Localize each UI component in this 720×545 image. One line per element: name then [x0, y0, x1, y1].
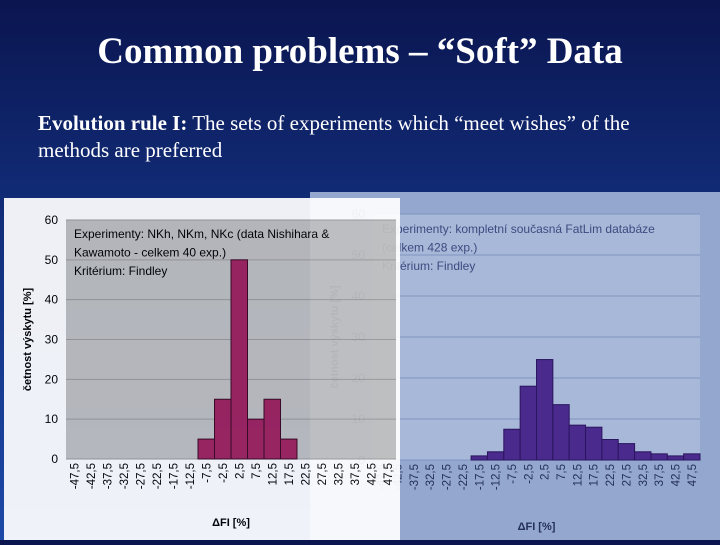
left-y-tick-label: 50 [45, 253, 59, 267]
right-bar [470, 455, 488, 461]
left-x-tick-label: -32,5 [119, 463, 131, 489]
left-x-tick-label: -22,5 [152, 463, 164, 489]
left-x-tick-label: 42,5 [366, 463, 378, 485]
left-annotation-line: Experimenty: NKh, NKm, NKc (data Nishiha… [74, 227, 329, 241]
right-x-tick-label: 47,5 [687, 464, 699, 486]
left-x-tick-label: -12,5 [185, 463, 197, 489]
right-bar [486, 451, 505, 461]
subtitle-lead: Evolution rule I: [38, 111, 188, 135]
right-bar [601, 439, 619, 461]
right-bar [568, 424, 587, 461]
left-x-axis-label: ΔFI [%] [212, 517, 250, 529]
left-x-tick-label: 17,5 [284, 463, 296, 485]
left-bar [214, 398, 232, 460]
left-y-tick-label: 60 [45, 213, 59, 227]
left-x-tick-label: -7,5 [201, 463, 213, 483]
right-annotation-line: (celkem 428 exp.) [382, 241, 477, 255]
right-x-tick-label: 7,5 [556, 464, 568, 480]
left-x-tick-label: -47,5 [69, 463, 81, 489]
left-x-tick-label: 47,5 [383, 463, 395, 485]
right-x-tick-label: 17,5 [589, 464, 601, 486]
left-x-tick-label: 32,5 [333, 463, 345, 485]
right-bar [552, 404, 570, 461]
left-x-tick-label: 7,5 [251, 463, 263, 479]
right-x-tick-label: -7,5 [507, 464, 519, 484]
left-x-tick-label: -17,5 [168, 463, 180, 489]
right-bar [585, 426, 603, 461]
chart-left-panel: 0 10 20 30 40 50 60 -47,5 -42,5 -37,5 -32,5 -27,5 -2… [4, 198, 400, 540]
left-x-tick-label: -2,5 [218, 463, 230, 483]
right-x-tick-label: -22,5 [458, 464, 470, 490]
left-bar [263, 398, 281, 460]
left-y-tick-label: 40 [45, 293, 59, 307]
right-x-tick-label: 12,5 [572, 464, 584, 486]
left-y-tick-label: 10 [45, 412, 59, 426]
slide-subtitle: Evolution rule I: The sets of experiment… [38, 110, 698, 164]
subtitle-text: The sets of experiments which “meet wish… [38, 111, 630, 162]
right-bar [617, 443, 636, 461]
slide-title: Common problems – “Soft” Data [97, 31, 623, 72]
left-x-tick-label: 22,5 [300, 463, 312, 485]
left-bar [247, 418, 265, 460]
right-bar [666, 455, 685, 461]
right-bar [683, 453, 701, 461]
left-y-axis-label: četnost výskytu [%] [22, 288, 34, 392]
left-x-tick-label: -27,5 [135, 463, 147, 489]
right-x-tick-label: 37,5 [654, 464, 666, 486]
left-annotation-line: Kawamoto - celkem 40 exp.) [74, 246, 226, 260]
left-x-tick-label: -42,5 [86, 463, 98, 489]
histogram-nishihara-kawamoto: 0 10 20 30 40 50 60 -47,5 -42,5 -37,5 -32,5 -27,5 -2… [22, 213, 396, 529]
right-annotation-line: Kritérium: Findley [382, 259, 475, 273]
right-x-tick-label: -32,5 [425, 464, 437, 490]
right-bar [519, 385, 537, 461]
left-x-tick-label: 12,5 [267, 463, 279, 485]
left-x-tick-label: 27,5 [317, 463, 329, 485]
left-x-tick-label: 2,5 [234, 463, 246, 479]
left-y-tick-label: 0 [51, 452, 58, 466]
left-y-tick-label: 20 [45, 372, 59, 386]
right-annotation-line: Experimenty: kompletní současná FatLim d… [382, 222, 655, 236]
right-x-tick-label: 2,5 [540, 464, 552, 480]
right-x-tick-label: -12,5 [491, 464, 503, 490]
right-x-axis-label: ΔFI [%] [518, 521, 556, 533]
left-bar [197, 438, 215, 460]
left-bar [230, 259, 248, 460]
right-x-tick-label: -17,5 [474, 464, 486, 490]
right-bar [503, 428, 521, 461]
left-annotation-line: Kritérium: Findley [74, 264, 167, 278]
left-y-tick-label: 30 [45, 333, 59, 347]
right-x-tick-label: 42,5 [670, 464, 682, 486]
right-bar [536, 359, 554, 461]
right-x-tick-label: 22,5 [605, 464, 617, 486]
right-bar [634, 451, 652, 461]
right-x-tick-label: -27,5 [442, 464, 454, 490]
right-x-tick-label: -2,5 [523, 464, 535, 484]
left-x-tick-label: 37,5 [350, 463, 362, 485]
right-x-tick-label: -37,5 [409, 464, 421, 490]
right-x-tick-label: 27,5 [621, 464, 633, 486]
right-bar [650, 453, 668, 461]
left-x-tick-label: -37,5 [102, 463, 114, 489]
left-bar [280, 438, 298, 460]
right-x-tick-label: 32,5 [638, 464, 650, 486]
